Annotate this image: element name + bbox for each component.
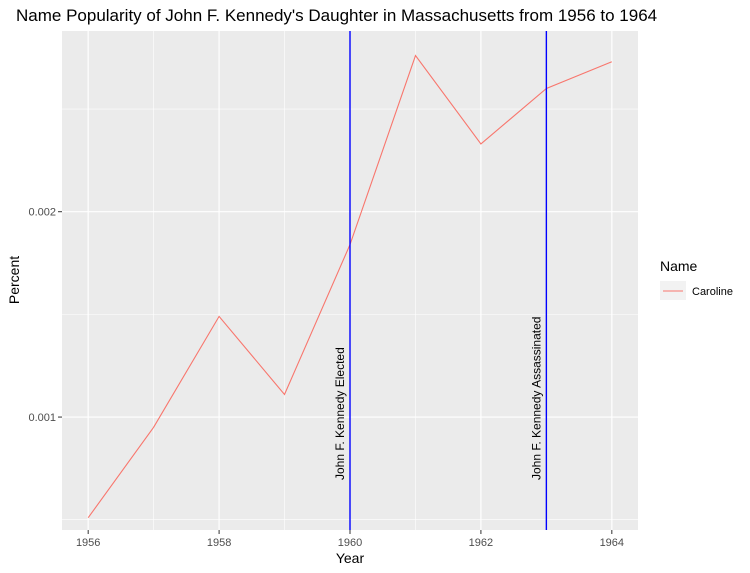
reference-line-label: John F. Kennedy Assassinated: [529, 317, 543, 480]
legend-title: Name: [660, 258, 698, 274]
x-tick-label: 1960: [338, 537, 362, 549]
x-axis-label: Year: [336, 550, 365, 566]
x-tick-label: 1956: [76, 537, 100, 549]
reference-line-labels: John F. Kennedy Elected John F. Kennedy A…: [333, 317, 543, 480]
x-tick-label: 1964: [600, 537, 624, 549]
y-axis-label: Percent: [6, 256, 22, 304]
x-tick-label: 1958: [207, 537, 231, 549]
legend-items: Caroline: [660, 281, 733, 300]
reference-line-label: John F. Kennedy Elected: [333, 347, 347, 480]
y-tick-label: 0.002: [28, 207, 56, 219]
reference-lines: [349, 31, 548, 530]
x-axis-ticks: 1956 1958 1960 1962 1964: [76, 530, 624, 549]
y-tick-label: 0.001: [28, 412, 56, 424]
legend: Name Caroline: [660, 258, 733, 300]
x-tick-label: 1962: [469, 537, 493, 549]
chart-title: Name Popularity of John F. Kennedy's Dau…: [16, 6, 657, 25]
y-axis-ticks: 0.001 0.002: [28, 207, 62, 424]
legend-label: Caroline: [692, 286, 733, 298]
